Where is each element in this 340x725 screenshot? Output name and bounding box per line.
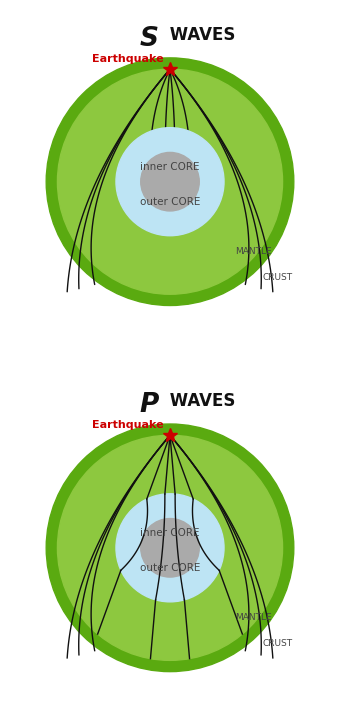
Circle shape — [57, 69, 283, 294]
Circle shape — [116, 128, 224, 236]
Circle shape — [46, 424, 294, 671]
Text: Earthquake: Earthquake — [91, 420, 163, 430]
Text: WAVES: WAVES — [164, 26, 236, 44]
Text: MANTLE: MANTLE — [235, 613, 272, 622]
Circle shape — [46, 58, 294, 305]
Text: CRUST: CRUST — [262, 639, 292, 648]
Text: CRUST: CRUST — [262, 273, 292, 282]
Text: outer CORE: outer CORE — [140, 563, 200, 573]
Text: inner CORE: inner CORE — [140, 529, 200, 538]
Circle shape — [116, 494, 224, 602]
Text: outer CORE: outer CORE — [140, 197, 200, 207]
Text: Earthquake: Earthquake — [91, 54, 163, 64]
Text: S: S — [140, 26, 159, 52]
Circle shape — [141, 152, 199, 211]
Text: MANTLE: MANTLE — [235, 247, 272, 256]
Text: P: P — [139, 392, 159, 418]
Text: inner CORE: inner CORE — [140, 162, 200, 172]
Circle shape — [141, 518, 199, 577]
Text: WAVES: WAVES — [164, 392, 236, 410]
Circle shape — [57, 435, 283, 660]
